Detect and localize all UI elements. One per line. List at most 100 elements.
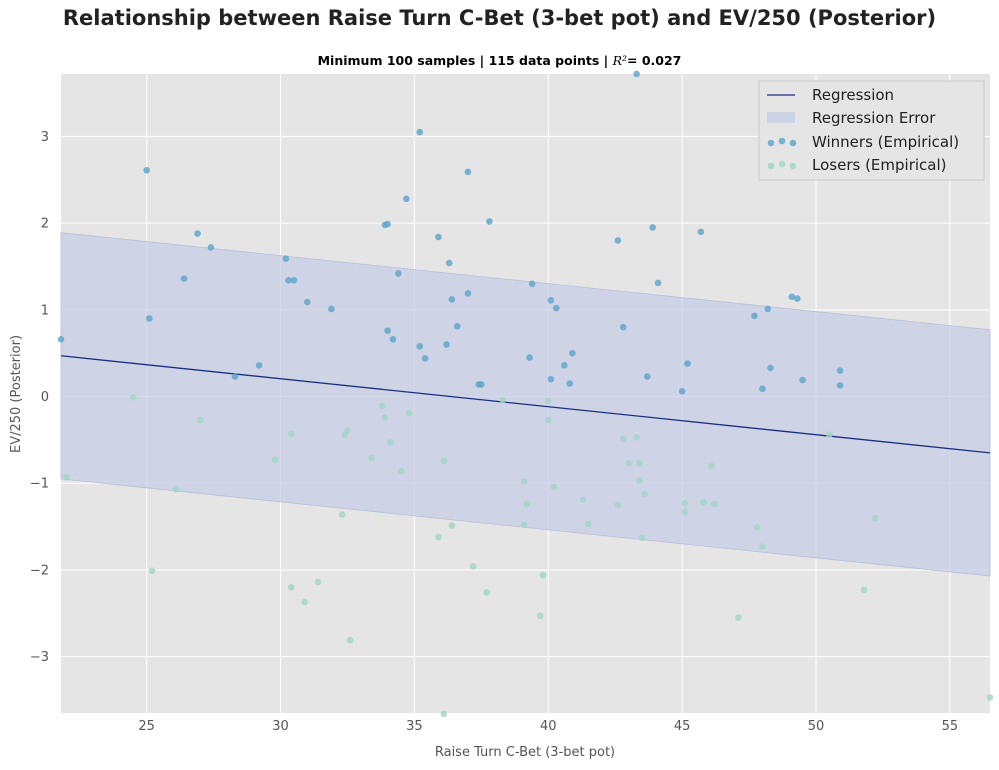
winner-point (416, 128, 424, 136)
legend-winner-dot (789, 139, 797, 147)
winner-point (793, 295, 801, 302)
loser-point (520, 521, 528, 529)
loser-point (635, 459, 643, 467)
legend-loser-dot (789, 162, 797, 170)
loser-point (708, 462, 715, 470)
legend-losers-swatch (767, 160, 797, 170)
loser-point (386, 439, 394, 446)
tick-labels: 25 30 35 40 45 50 55 −3 −2 −1 0 1 2 3 (30, 130, 958, 734)
loser-point (483, 589, 490, 596)
winner-point (453, 323, 461, 330)
x-axis-label: Raise Turn C-Bet (3-bet pot) (435, 745, 615, 760)
loser-point (585, 520, 592, 528)
winner-point (528, 280, 536, 288)
winner-point (421, 355, 429, 362)
loser-point (381, 414, 389, 421)
loser-point (759, 543, 766, 550)
winner-point (464, 168, 472, 176)
winner-point (478, 381, 485, 388)
winner-point (836, 367, 844, 374)
legend-winner-dot (767, 139, 775, 147)
winner-point (526, 354, 533, 361)
loser-point (635, 477, 643, 484)
winner-point (684, 360, 691, 367)
regression-line (60, 355, 991, 454)
winner-point (304, 298, 311, 306)
y-tick-label: 1 (41, 303, 49, 318)
loser-point (619, 435, 627, 443)
loser-point (440, 457, 448, 464)
winner-point (403, 195, 410, 203)
winner-point (328, 305, 335, 313)
winner-point (759, 385, 766, 393)
loser-point (871, 514, 879, 522)
loser-point (129, 394, 137, 401)
y-tick-label: 2 (41, 217, 49, 232)
winner-point (435, 233, 442, 241)
winner-point (445, 259, 453, 267)
winner-point (146, 315, 153, 322)
winner-point (767, 364, 774, 372)
y-tick-label: 3 (41, 130, 49, 145)
winner-point (566, 380, 573, 387)
winner-point (678, 388, 686, 395)
winner-point (464, 290, 472, 297)
loser-point (860, 586, 868, 594)
legend-winners-swatch (767, 137, 797, 147)
winner-point (416, 342, 424, 350)
y-axis-label: EV/250 (Posterior) (9, 335, 24, 453)
chart-title: Relationship between Raise Turn C-Bet (3… (62, 6, 937, 30)
winner-point (486, 218, 493, 225)
winner-point (633, 70, 640, 78)
loser-point (625, 459, 632, 467)
loser-point (63, 473, 70, 481)
winner-point (231, 373, 239, 380)
winner-point (255, 362, 263, 369)
loser-point (700, 499, 707, 506)
legend-regression-label: Regression (812, 86, 894, 104)
loser-point (544, 416, 552, 424)
winner-point (290, 277, 298, 284)
loser-point (614, 501, 622, 509)
loser-point (435, 533, 442, 541)
legend-error-swatch (767, 112, 795, 123)
winner-point (644, 373, 651, 380)
winner-point (207, 244, 215, 251)
loser-point (346, 636, 354, 644)
winner-point (654, 279, 662, 287)
r-squared-value: = 0.027 (627, 53, 682, 68)
loser-point (753, 524, 761, 531)
points-layer (57, 70, 994, 718)
x-tick-label: 50 (808, 719, 825, 734)
loser-point (710, 500, 718, 508)
winner-point (448, 296, 456, 303)
subtitle-prefix: Minimum 100 samples | 115 data points | (317, 53, 613, 68)
x-tick-label: 30 (272, 719, 289, 734)
winner-point (194, 230, 201, 237)
y-tick-label: −2 (30, 563, 49, 578)
winner-point (282, 255, 290, 262)
legend-loser-dot (767, 162, 775, 170)
x-tick-label: 35 (406, 719, 423, 734)
y-tick-label: −1 (30, 477, 49, 492)
x-tick-label: 40 (540, 719, 557, 734)
winner-point (649, 224, 656, 231)
loser-point (440, 710, 448, 718)
winner-point (57, 336, 65, 343)
winner-point (384, 220, 391, 228)
loser-point (539, 571, 547, 579)
winner-point (547, 296, 555, 304)
r-squared-symbol: R² (612, 53, 628, 68)
loser-point (368, 454, 375, 462)
legend: Regression Regression Error Winners (Emp… (758, 80, 985, 181)
loser-point (287, 430, 295, 438)
legend-winner-dot (778, 137, 786, 145)
x-tick-label: 45 (674, 719, 691, 734)
loser-point (314, 578, 322, 586)
winner-point (697, 228, 705, 236)
winner-point (788, 293, 796, 301)
winner-point (561, 362, 568, 369)
winner-point (552, 304, 560, 312)
y-tick-label: 0 (41, 390, 49, 405)
winner-point (836, 381, 844, 389)
